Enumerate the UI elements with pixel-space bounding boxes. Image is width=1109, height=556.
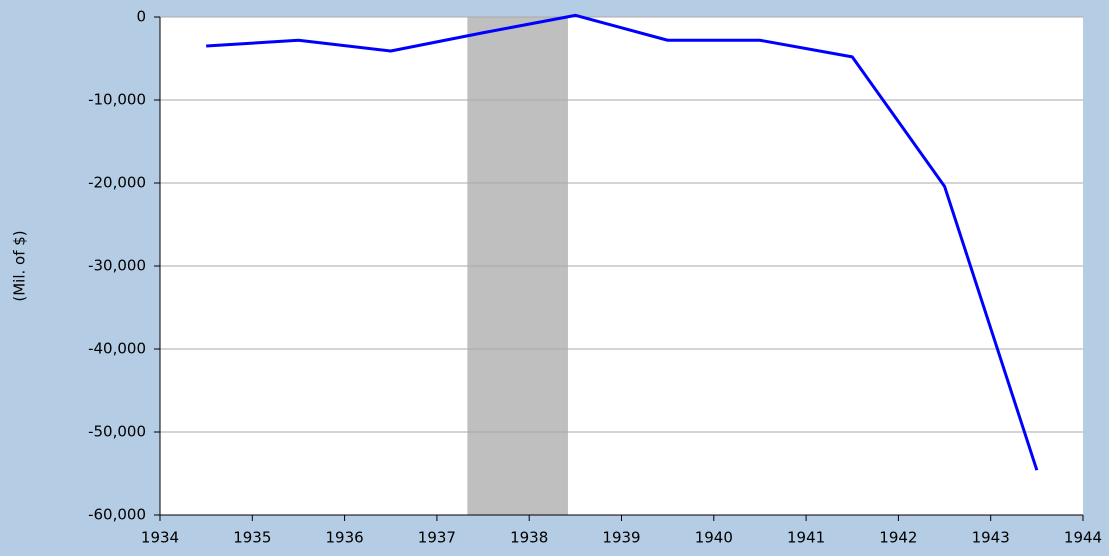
x-tick-label: 1940 — [695, 529, 733, 547]
x-tick-label: 1939 — [602, 529, 640, 547]
y-tick-label: 0 — [136, 8, 146, 26]
x-tick-label: 1937 — [418, 529, 456, 547]
y-axis-label: (Mil. of $) — [11, 230, 29, 301]
x-tick-label: 1941 — [787, 529, 825, 547]
x-tick-label: 1936 — [326, 529, 364, 547]
x-tick-label: 1942 — [879, 529, 917, 547]
x-tick-label: 1938 — [510, 529, 548, 547]
data-line — [206, 13, 1039, 471]
y-tick-label: -60,000 — [88, 506, 146, 524]
x-tick-label: 1944 — [1064, 529, 1102, 547]
y-tick-label: -40,000 — [88, 340, 146, 358]
x-tick-label: 1943 — [972, 529, 1010, 547]
y-tick-label: -20,000 — [88, 174, 146, 192]
x-tick-label: 1934 — [141, 529, 179, 547]
y-tick-label: -10,000 — [88, 91, 146, 109]
x-tick-label: 1935 — [233, 529, 271, 547]
y-tick-label: -30,000 — [88, 257, 146, 275]
y-tick-label: -50,000 — [88, 423, 146, 441]
